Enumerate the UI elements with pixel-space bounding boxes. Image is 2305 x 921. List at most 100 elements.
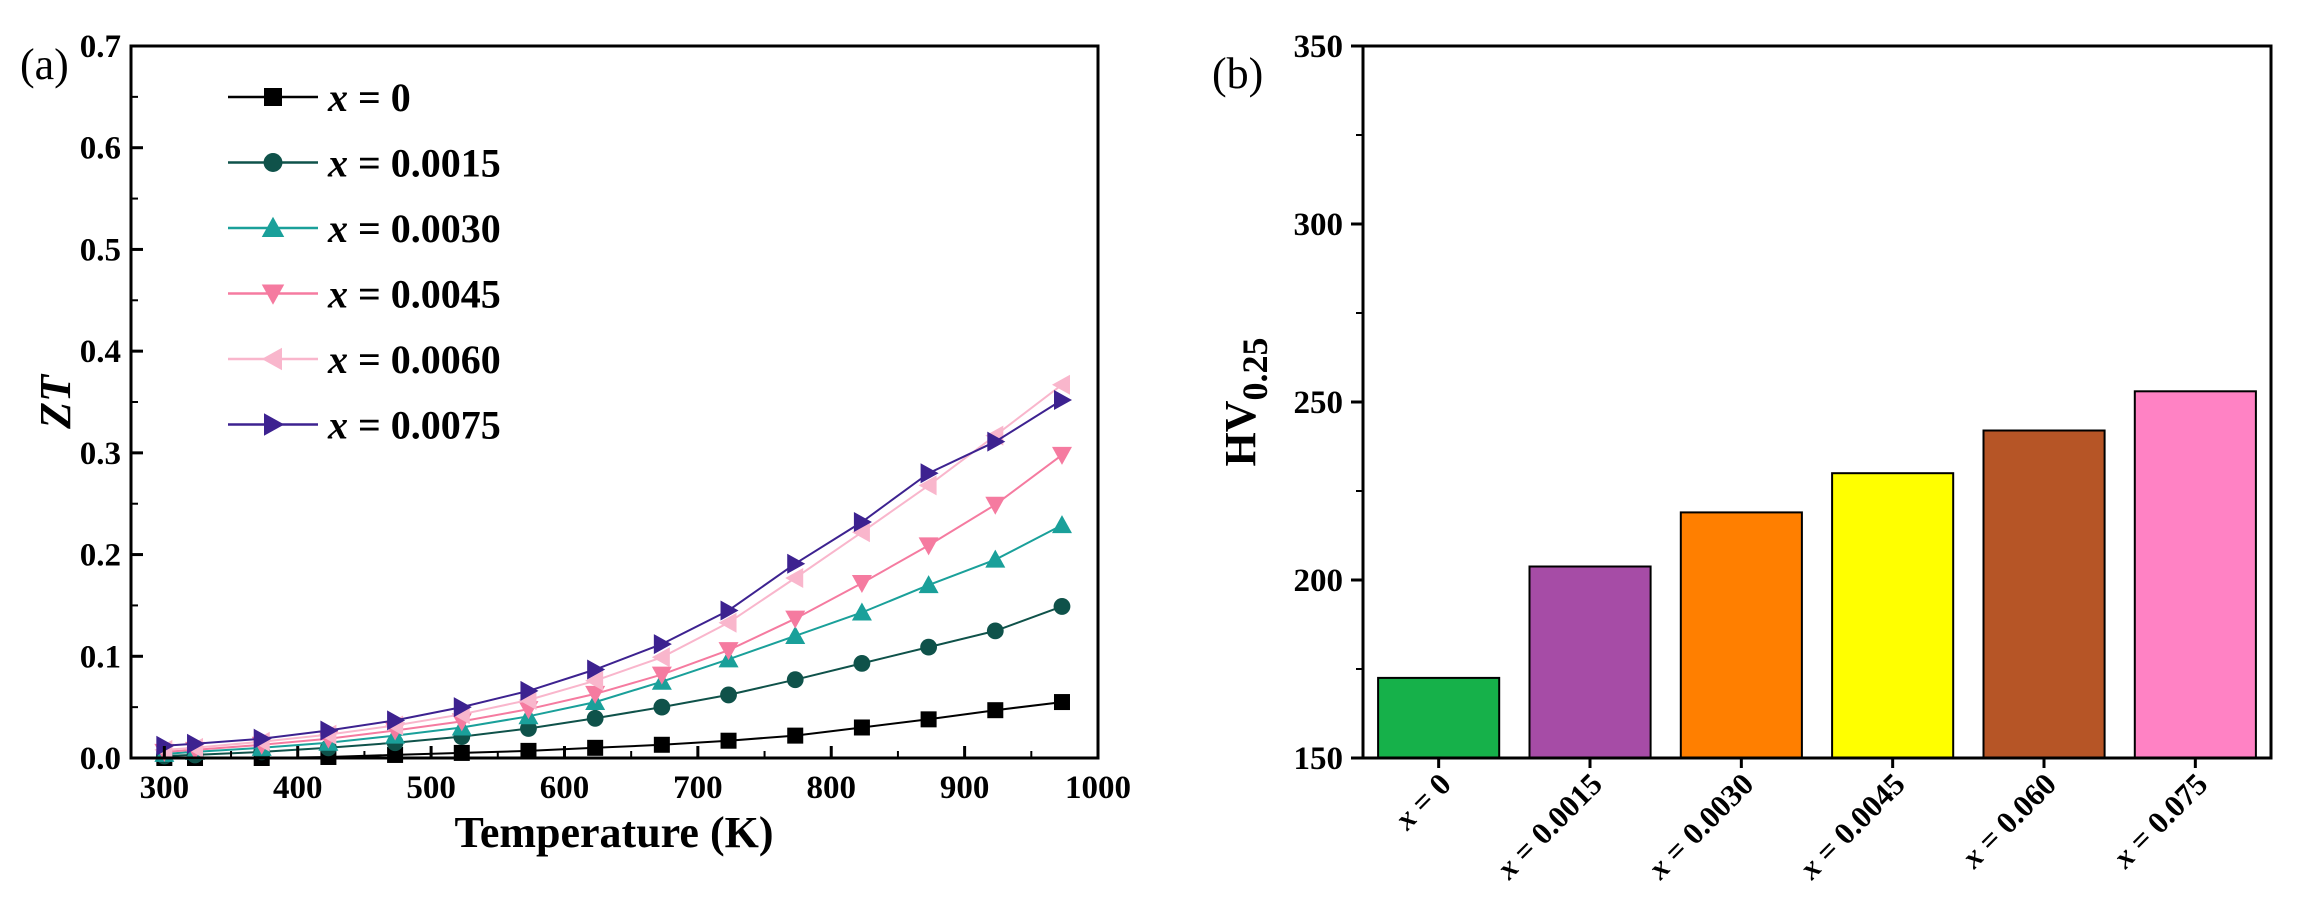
zt-x-tick-label: 500 (406, 770, 456, 806)
legend-label-value: = 0.0045 (348, 272, 501, 317)
zt-x-tick-label: 400 (273, 770, 323, 806)
zt-data-point (518, 690, 537, 711)
legend-label-var: x (327, 403, 348, 448)
zt-data-point (918, 537, 939, 556)
zt-y-tick-label: 0.3 (80, 436, 121, 472)
legend-label-var: x (327, 206, 348, 251)
zt-y-axis-label: ZT (31, 373, 80, 430)
zt-y-tick-label: 0.1 (80, 639, 121, 675)
legend-label: x = 0 (327, 75, 411, 120)
zt-data-point (1051, 515, 1072, 534)
zt-series-0 (156, 694, 1070, 766)
zt-plot-frame (129, 44, 1100, 760)
zt-data-point (851, 602, 872, 621)
zt-data-point (918, 575, 939, 594)
zt-series-5 (156, 389, 1072, 756)
hv-category-value: = 0.060 (1965, 766, 2063, 864)
hv-category-value: = 0.0015 (1500, 766, 1608, 874)
zt-x-axis: 300 400 500 600 700 800 900 1000 (140, 746, 1131, 806)
zt-series-line (164, 454, 1063, 753)
zt-data-point (785, 625, 806, 644)
zt-data-point (918, 475, 937, 496)
zt-series-line (164, 399, 1063, 747)
zt-data-point (786, 671, 804, 689)
zt-y-tick-label: 0.5 (80, 232, 121, 268)
hv-category-value: = 0.0045 (1803, 766, 1911, 874)
hv-category-label: x = 0.075 (2105, 766, 2214, 875)
zt-data-point (853, 655, 871, 672)
zt-x-tick-label: 1000 (1065, 770, 1131, 806)
hv-bar (1982, 429, 2106, 759)
legend-label-value: = 0.0030 (348, 206, 501, 251)
zt-data-point (1053, 598, 1071, 615)
zt-data-point (853, 719, 870, 736)
hv-y-axis: 150 200 250 300 350 (1294, 29, 1363, 777)
legend-label: x = 0.0075 (327, 403, 501, 448)
zt-data-point (586, 709, 604, 727)
zt-y-tick-label: 0.2 (80, 538, 121, 574)
zt-data-point (1053, 694, 1070, 711)
legend-label-value: = 0.0060 (348, 337, 501, 382)
legend-label-var: x (327, 141, 348, 186)
zt-data-point (1051, 446, 1072, 465)
zt-data-point (785, 610, 806, 629)
zt-data-point (920, 711, 937, 728)
zt-data-point (587, 739, 604, 756)
legend-marker (261, 216, 285, 237)
zt-data-point (920, 463, 939, 484)
zt-x-tick-label: 900 (940, 770, 990, 806)
zt-series-1 (155, 598, 1071, 765)
hv-y-tick-label: 300 (1294, 207, 1344, 243)
hv-category-label: x = 0.0015 (1489, 766, 1609, 886)
zt-data-point (651, 647, 670, 668)
legend-label: x = 0.0060 (327, 337, 501, 382)
legend-label-value: = 0 (348, 75, 411, 120)
zt-data-point (986, 622, 1004, 640)
zt-data-point (653, 634, 672, 655)
zt-series-line (164, 383, 1063, 751)
zt-data-point (785, 567, 804, 588)
zt-y-axis: 0.0 0.1 0.2 0.3 0.4 0.5 0.6 0.7 (80, 29, 143, 777)
zt-legend-item: x = 0.0060 (228, 337, 501, 382)
hv-y-axis-label: HV0.25 (1216, 338, 1275, 467)
zt-data-point (520, 742, 537, 759)
hv-category-label: x = 0.060 (1954, 766, 2063, 875)
zt-legend-item: x = 0.0045 (228, 272, 501, 317)
zt-data-point (851, 575, 872, 594)
hv-bar (2133, 390, 2257, 759)
zt-legend-item: x = 0.0030 (228, 206, 501, 251)
zt-data-point (653, 736, 670, 753)
zt-y-tick-label: 0.0 (80, 741, 121, 777)
hv-y-tick-label: 350 (1294, 29, 1344, 65)
zt-legend-item: x = 0 (228, 75, 411, 120)
zt-series-4 (154, 374, 1070, 760)
legend-label: x = 0.0045 (327, 272, 501, 317)
zt-y-tick-label: 0.4 (80, 334, 121, 370)
zt-data-point (920, 638, 938, 656)
zt-data-point (320, 720, 339, 741)
zt-data-point (453, 697, 472, 718)
zt-data-point (387, 710, 406, 731)
legend-label-value: = 0.0075 (348, 403, 501, 448)
zt-legend-item: x = 0.0075 (228, 403, 501, 448)
zt-data-point (987, 431, 1006, 452)
legend-marker (264, 88, 282, 106)
zt-data-point (787, 727, 804, 744)
zt-data-point (156, 735, 175, 756)
zt-data-point (985, 496, 1006, 515)
zt-x-tick-label: 600 (540, 770, 590, 806)
legend-marker (261, 347, 282, 371)
zt-x-tick-label: 700 (673, 770, 723, 806)
hv-category-label: x = 0.0045 (1791, 766, 1911, 886)
zt-x-tick-label: 800 (806, 770, 856, 806)
zt-data-point (720, 686, 737, 704)
hv-bar (1377, 676, 1501, 760)
hv-category-label: x = 0.0030 (1640, 766, 1760, 886)
zt-data-point (720, 732, 737, 749)
zt-x-tick-label: 300 (140, 770, 190, 806)
legend-label-var: x (327, 337, 348, 382)
